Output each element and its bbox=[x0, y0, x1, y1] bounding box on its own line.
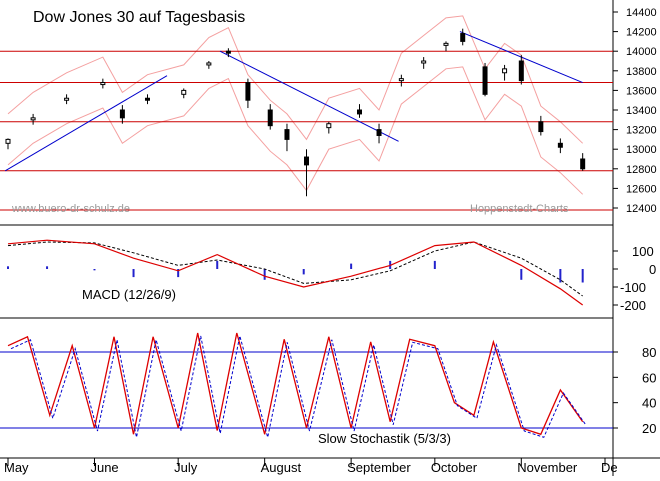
y-tick-label: 13000 bbox=[626, 144, 657, 156]
y-tick-label: 13200 bbox=[626, 125, 657, 137]
x-tick-label: May bbox=[4, 460, 29, 475]
price-candle bbox=[5, 138, 11, 144]
macd-signal-line bbox=[7, 241, 583, 297]
y-tick-label: 14000 bbox=[626, 46, 657, 58]
price-candle bbox=[245, 82, 251, 101]
price-candle bbox=[284, 129, 290, 140]
y-tick-label: 12600 bbox=[626, 183, 657, 195]
price-candle bbox=[326, 123, 332, 129]
price-candle bbox=[376, 129, 382, 136]
price-candle bbox=[64, 97, 70, 101]
y-tick-label: 14400 bbox=[626, 7, 657, 19]
y-tick-label: 14200 bbox=[626, 27, 657, 39]
x-tick-label: September bbox=[347, 460, 411, 475]
macd-tick-label: -200 bbox=[620, 298, 646, 313]
y-tick-label: 12800 bbox=[626, 164, 657, 176]
annotation-right: Hoppenstedt-Charts bbox=[470, 203, 569, 215]
macd-tick-label: -100 bbox=[620, 280, 646, 295]
y-tick-label: 13800 bbox=[626, 66, 657, 78]
x-tick-label: July bbox=[174, 460, 198, 475]
macd-tick-label: 100 bbox=[632, 244, 654, 259]
price-candle bbox=[580, 158, 586, 170]
price-bars bbox=[5, 28, 586, 197]
price-candle bbox=[304, 156, 309, 166]
y-tick-label: 13600 bbox=[626, 85, 657, 97]
price-candle bbox=[443, 42, 449, 46]
price-candle bbox=[206, 62, 212, 66]
chart-title: Dow Jones 30 auf Tagesbasis bbox=[33, 9, 245, 26]
price-candle bbox=[460, 33, 466, 42]
stoch-tick-label: 60 bbox=[642, 370, 656, 385]
trendline bbox=[219, 50, 399, 142]
stoch-tick-label: 20 bbox=[642, 421, 656, 436]
price-candle bbox=[100, 82, 106, 86]
price-candle bbox=[421, 60, 427, 64]
price-candle bbox=[181, 89, 187, 95]
stochastic-panel bbox=[0, 332, 613, 438]
stoch-tick-label: 80 bbox=[642, 345, 656, 360]
x-tick-label: October bbox=[431, 460, 478, 475]
band-lower bbox=[7, 66, 584, 195]
price-candle bbox=[144, 97, 150, 101]
stoch-k-line bbox=[7, 332, 584, 436]
band-upper bbox=[7, 15, 584, 144]
price-candle bbox=[502, 68, 508, 74]
macd-panel bbox=[7, 239, 584, 306]
macd-tick-label: 0 bbox=[649, 262, 656, 277]
price-candle bbox=[30, 117, 36, 121]
price-candle bbox=[482, 66, 488, 95]
stoch-d-line bbox=[10, 335, 587, 438]
x-tick-label: De bbox=[601, 460, 618, 475]
macd-label: MACD (12/26/9) bbox=[82, 287, 176, 302]
price-candle bbox=[225, 50, 231, 54]
trendline bbox=[4, 75, 168, 172]
stoch-tick-label: 40 bbox=[642, 396, 656, 411]
macd-line bbox=[7, 239, 584, 306]
bollinger-bands bbox=[7, 15, 584, 195]
y-axis-ticks: 12400 12600 12800 13000 13200 13400 13600 13800… bbox=[613, 7, 657, 436]
price-candle bbox=[538, 121, 544, 133]
stoch-label: Slow Stochastik (5/3/3) bbox=[318, 431, 451, 446]
price-candle bbox=[518, 60, 524, 82]
price-candle bbox=[119, 109, 125, 119]
x-tick-label: June bbox=[90, 460, 118, 475]
price-candle bbox=[398, 78, 404, 82]
price-candle bbox=[357, 109, 363, 115]
y-tick-label: 12400 bbox=[626, 203, 657, 215]
x-tick-label: November bbox=[517, 460, 578, 475]
price-candle bbox=[267, 109, 273, 127]
annotation-left: www.buero-dr-schulz.de bbox=[11, 203, 130, 215]
x-tick-label: August bbox=[261, 460, 302, 475]
y-tick-label: 13400 bbox=[626, 105, 657, 117]
price-candle bbox=[557, 142, 563, 148]
x-axis-ticks: May June July August September October Novembe… bbox=[4, 458, 618, 475]
